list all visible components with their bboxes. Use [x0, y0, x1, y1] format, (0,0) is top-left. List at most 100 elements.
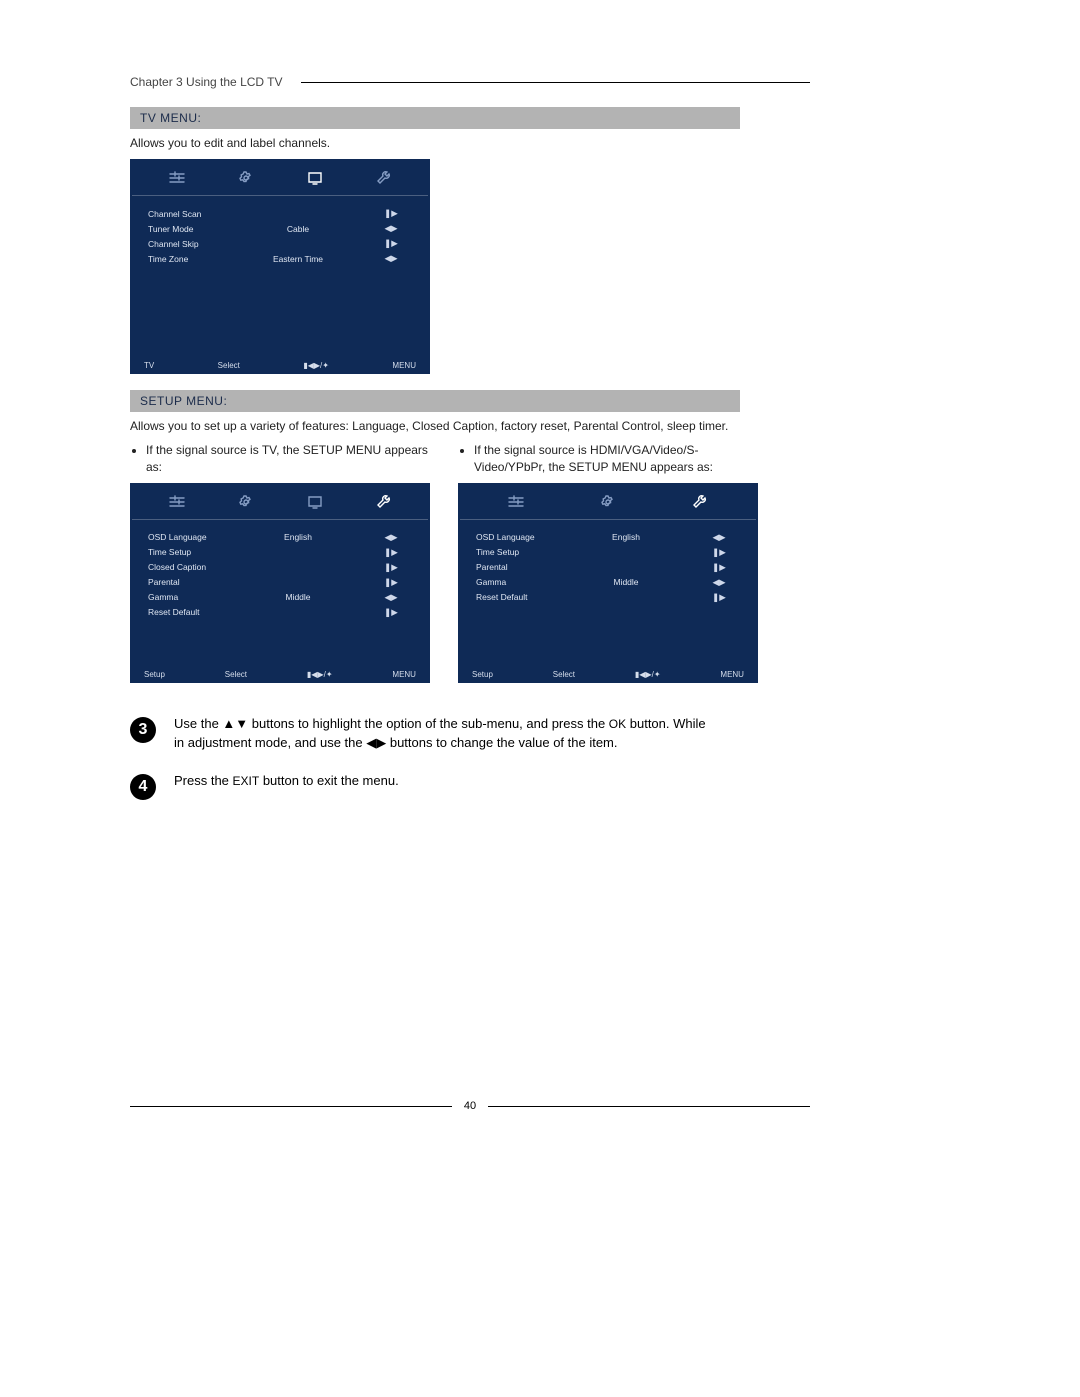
osd-row: Channel Scan ❚▶ — [130, 206, 430, 221]
osd-row: Time Setup ❚▶ — [130, 545, 430, 560]
osd-row-label: Parental — [458, 560, 572, 575]
osd-footer-nav-icon: ▮◀▶/✦ — [635, 670, 661, 679]
osd-row-control-icon: ◀▶ — [352, 251, 430, 266]
page-footer: 40 — [130, 1100, 810, 1112]
osd-row-control-icon: ❚▶ — [352, 605, 430, 620]
wrench-icon — [373, 491, 395, 513]
step-3-text-a: Use the — [174, 716, 222, 731]
step-4-text-b: button to exit the menu. — [259, 773, 398, 788]
osd-items: Channel Scan❚▶Tuner ModeCable◀▶Channel S… — [130, 206, 430, 266]
osd-row-value — [572, 590, 680, 605]
osd-row: Time Setup ❚▶ — [458, 545, 758, 560]
osd-row-label: Time Setup — [458, 545, 572, 560]
osd-row-control-icon: ◀▶ — [352, 530, 430, 545]
header-rule — [301, 82, 810, 83]
setup-menu-screenshot-other: OSD LanguageEnglish◀▶Time Setup❚▶Parenta… — [458, 483, 758, 683]
osd-row-label: Gamma — [458, 575, 572, 590]
osd-row-control-icon: ❚▶ — [352, 545, 430, 560]
osd-row-control-icon: ❚▶ — [680, 560, 758, 575]
sliders-icon — [505, 491, 527, 513]
osd-footer-menu: MENU — [720, 670, 744, 679]
osd-footer-menu: MENU — [392, 670, 416, 679]
step-4: 4 Press the EXIT button to exit the menu… — [130, 772, 810, 800]
osd-footer-select: Select — [218, 361, 240, 370]
osd-row-control-icon: ❚▶ — [352, 206, 430, 221]
osd-row-control-icon: ◀▶ — [680, 575, 758, 590]
osd-row-label: OSD Language — [130, 530, 244, 545]
osd-row: Reset Default❚▶ — [458, 590, 758, 605]
osd-footer-name: TV — [144, 361, 154, 370]
osd-row: Tuner ModeCable◀▶ — [130, 221, 430, 236]
osd-row: GammaMiddle◀▶ — [130, 590, 430, 605]
osd-row-label: Reset Default — [458, 590, 572, 605]
osd-row-value: Eastern Time — [244, 251, 352, 266]
osd-row-value — [572, 560, 680, 575]
setup-menu-screenshot-tv: OSD LanguageEnglish◀▶Time Setup❚▶Closed … — [130, 483, 430, 683]
gear-icon — [235, 491, 257, 513]
osd-footer-name: Setup — [472, 670, 493, 679]
ok-label: OK — [609, 717, 626, 731]
osd-row-label: Closed Caption — [130, 560, 244, 575]
osd-tab-row — [130, 159, 430, 195]
osd-row-control-icon: ❚▶ — [352, 575, 430, 590]
osd-footer-menu: MENU — [392, 361, 416, 370]
osd-row: Parental ❚▶ — [458, 560, 758, 575]
tv-menu-screenshot: Channel Scan❚▶Tuner ModeCable◀▶Channel S… — [130, 159, 430, 374]
osd-row-label: Gamma — [130, 590, 244, 605]
osd-row: GammaMiddle◀▶ — [458, 575, 758, 590]
osd-row-value — [244, 236, 352, 251]
osd-divider — [132, 519, 428, 520]
osd-row-value: Cable — [244, 221, 352, 236]
wrench-icon — [373, 167, 395, 189]
osd-row: OSD LanguageEnglish◀▶ — [130, 530, 430, 545]
osd-row-value: Middle — [244, 590, 352, 605]
osd-footer: SetupSelect▮◀▶/✦MENU — [458, 670, 758, 679]
osd-row-label: OSD Language — [458, 530, 572, 545]
step-3-text: Use the ▲▼ buttons to highlight the opti… — [174, 715, 714, 753]
osd-row-control-icon: ◀▶ — [352, 590, 430, 605]
osd-row-label: Channel Skip — [130, 236, 244, 251]
step-4-text-a: Press the — [174, 773, 233, 788]
tv-menu-bar: TV MENU: — [130, 107, 740, 129]
osd-row-label: Reset Default — [130, 605, 244, 620]
osd-row-label: Parental — [130, 575, 244, 590]
osd-row-value — [244, 545, 352, 560]
osd-footer: TV Select ▮◀▶/✦ MENU — [130, 361, 430, 370]
tv-menu-blurb: Allows you to edit and label channels. — [130, 135, 750, 151]
chapter-label: Chapter 3 Using the LCD TV — [130, 75, 301, 89]
step-4-badge: 4 — [130, 774, 156, 800]
left-right-icon: ◀▶ — [366, 735, 386, 750]
osd-tab-row — [130, 483, 430, 519]
osd-row-value — [244, 575, 352, 590]
osd-row: Reset Default ❚▶ — [130, 605, 430, 620]
tv-icon — [304, 167, 326, 189]
osd-footer-nav-icon: ▮◀▶/✦ — [303, 361, 329, 370]
gear-icon — [235, 167, 257, 189]
osd-footer: SetupSelect▮◀▶/✦MENU — [130, 670, 430, 679]
footer-rule-left — [130, 1106, 452, 1107]
osd-row-control-icon: ◀▶ — [352, 221, 430, 236]
osd-row-value — [244, 206, 352, 221]
osd-row-label: Channel Scan — [130, 206, 244, 221]
osd-row-label: Tuner Mode — [130, 221, 244, 236]
osd-row: Closed Caption ❚▶ — [130, 560, 430, 575]
tv-icon — [304, 491, 326, 513]
osd-tab-row — [458, 483, 758, 519]
up-down-icon: ▲▼ — [222, 716, 248, 731]
osd-row-control-icon: ❚▶ — [680, 545, 758, 560]
osd-footer-nav-icon: ▮◀▶/✦ — [307, 670, 333, 679]
osd-items: OSD LanguageEnglish◀▶Time Setup❚▶Closed … — [130, 530, 430, 620]
osd-row-control-icon: ❚▶ — [352, 236, 430, 251]
gear-icon — [597, 491, 619, 513]
osd-row-value: English — [244, 530, 352, 545]
osd-row-label: Time Setup — [130, 545, 244, 560]
osd-row-control-icon: ❚▶ — [352, 560, 430, 575]
osd-row-value: Middle — [572, 575, 680, 590]
osd-row-value — [244, 605, 352, 620]
osd-row: OSD LanguageEnglish◀▶ — [458, 530, 758, 545]
osd-row-value — [244, 560, 352, 575]
osd-items: OSD LanguageEnglish◀▶Time Setup❚▶Parenta… — [458, 530, 758, 605]
step-3: 3 Use the ▲▼ buttons to highlight the op… — [130, 715, 810, 753]
footer-rule-right — [488, 1106, 810, 1107]
step-3-text-d: buttons to change the value of the item. — [386, 735, 617, 750]
